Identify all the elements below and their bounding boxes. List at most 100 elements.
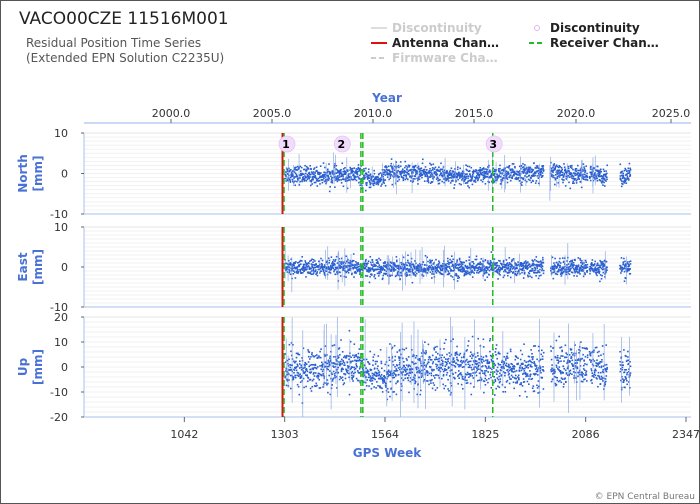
data-point <box>541 355 544 358</box>
data-point <box>304 366 306 368</box>
data-point <box>389 261 392 263</box>
data-point <box>301 256 303 258</box>
data-point <box>368 271 370 273</box>
data-point <box>575 264 578 267</box>
data-point <box>511 368 514 370</box>
data-point <box>358 379 360 382</box>
data-point <box>324 171 326 174</box>
data-point <box>348 266 351 268</box>
data-point <box>506 268 508 270</box>
data-point <box>487 260 489 262</box>
data-point <box>552 166 554 168</box>
data-point <box>342 170 344 173</box>
data-point <box>363 381 365 383</box>
data-point <box>301 357 303 359</box>
data-point <box>412 355 414 358</box>
data-point <box>393 391 395 393</box>
data-point <box>525 375 527 378</box>
data-point <box>354 272 356 274</box>
data-point <box>493 170 495 173</box>
data-point <box>626 170 628 172</box>
data-point <box>475 371 478 373</box>
data-point <box>586 263 589 266</box>
data-point <box>600 267 603 270</box>
data-point <box>555 178 557 180</box>
data-point <box>506 263 508 265</box>
data-point <box>337 170 339 172</box>
data-point <box>347 269 350 271</box>
data-point <box>359 270 361 272</box>
data-point <box>370 177 373 180</box>
data-point <box>397 164 400 167</box>
data-point <box>601 261 604 263</box>
data-point <box>438 369 440 371</box>
data-point <box>445 364 448 366</box>
data-point <box>485 370 488 372</box>
data-point <box>414 271 417 273</box>
data-point <box>348 376 350 379</box>
data-point <box>429 357 431 359</box>
data-point <box>513 365 516 368</box>
data-point <box>434 270 437 273</box>
data-point <box>555 383 558 386</box>
data-point <box>433 347 435 350</box>
data-point <box>520 263 523 266</box>
data-point <box>627 267 629 270</box>
data-point <box>510 174 512 176</box>
data-point <box>390 158 393 160</box>
data-point <box>537 385 540 388</box>
data-point <box>361 360 363 363</box>
data-point <box>468 259 470 261</box>
data-point <box>579 168 582 170</box>
data-point <box>526 396 528 398</box>
data-point <box>497 362 500 365</box>
data-point <box>340 369 343 371</box>
data-point <box>394 265 396 268</box>
data-point <box>328 361 330 363</box>
data-point <box>286 359 289 362</box>
data-point <box>464 176 466 178</box>
data-point <box>455 273 458 276</box>
data-point <box>628 264 630 266</box>
data-point <box>410 367 413 370</box>
data-point <box>538 271 541 274</box>
data-point <box>499 164 501 167</box>
data-point <box>343 382 346 384</box>
data-point <box>308 177 310 180</box>
data-point <box>621 177 624 180</box>
data-point <box>328 262 330 264</box>
data-point <box>345 255 348 258</box>
data-point <box>476 271 478 274</box>
data-point <box>542 165 545 167</box>
data-point <box>364 262 366 264</box>
data-point <box>585 266 588 268</box>
data-point <box>392 268 394 271</box>
data-point <box>626 268 628 270</box>
data-point <box>288 167 290 170</box>
data-point <box>355 355 357 358</box>
data-point <box>503 263 505 265</box>
data-point <box>453 267 455 270</box>
data-point <box>318 355 320 357</box>
data-point <box>339 364 341 367</box>
data-point <box>399 165 402 168</box>
data-point <box>312 364 315 366</box>
data-point <box>341 358 343 361</box>
data-point <box>459 269 462 272</box>
data-point <box>373 373 375 376</box>
data-point <box>598 269 600 271</box>
data-point <box>520 177 523 179</box>
data-point <box>365 371 368 373</box>
data-point <box>444 269 446 271</box>
data-point <box>408 391 410 394</box>
data-point <box>328 363 331 365</box>
data-point <box>558 169 561 171</box>
data-point <box>449 172 451 174</box>
data-point <box>427 371 429 373</box>
data-point <box>373 270 375 272</box>
data-point <box>527 360 529 363</box>
data-point <box>338 179 341 181</box>
data-point <box>605 271 607 273</box>
data-point <box>369 181 371 184</box>
data-point <box>523 370 526 372</box>
